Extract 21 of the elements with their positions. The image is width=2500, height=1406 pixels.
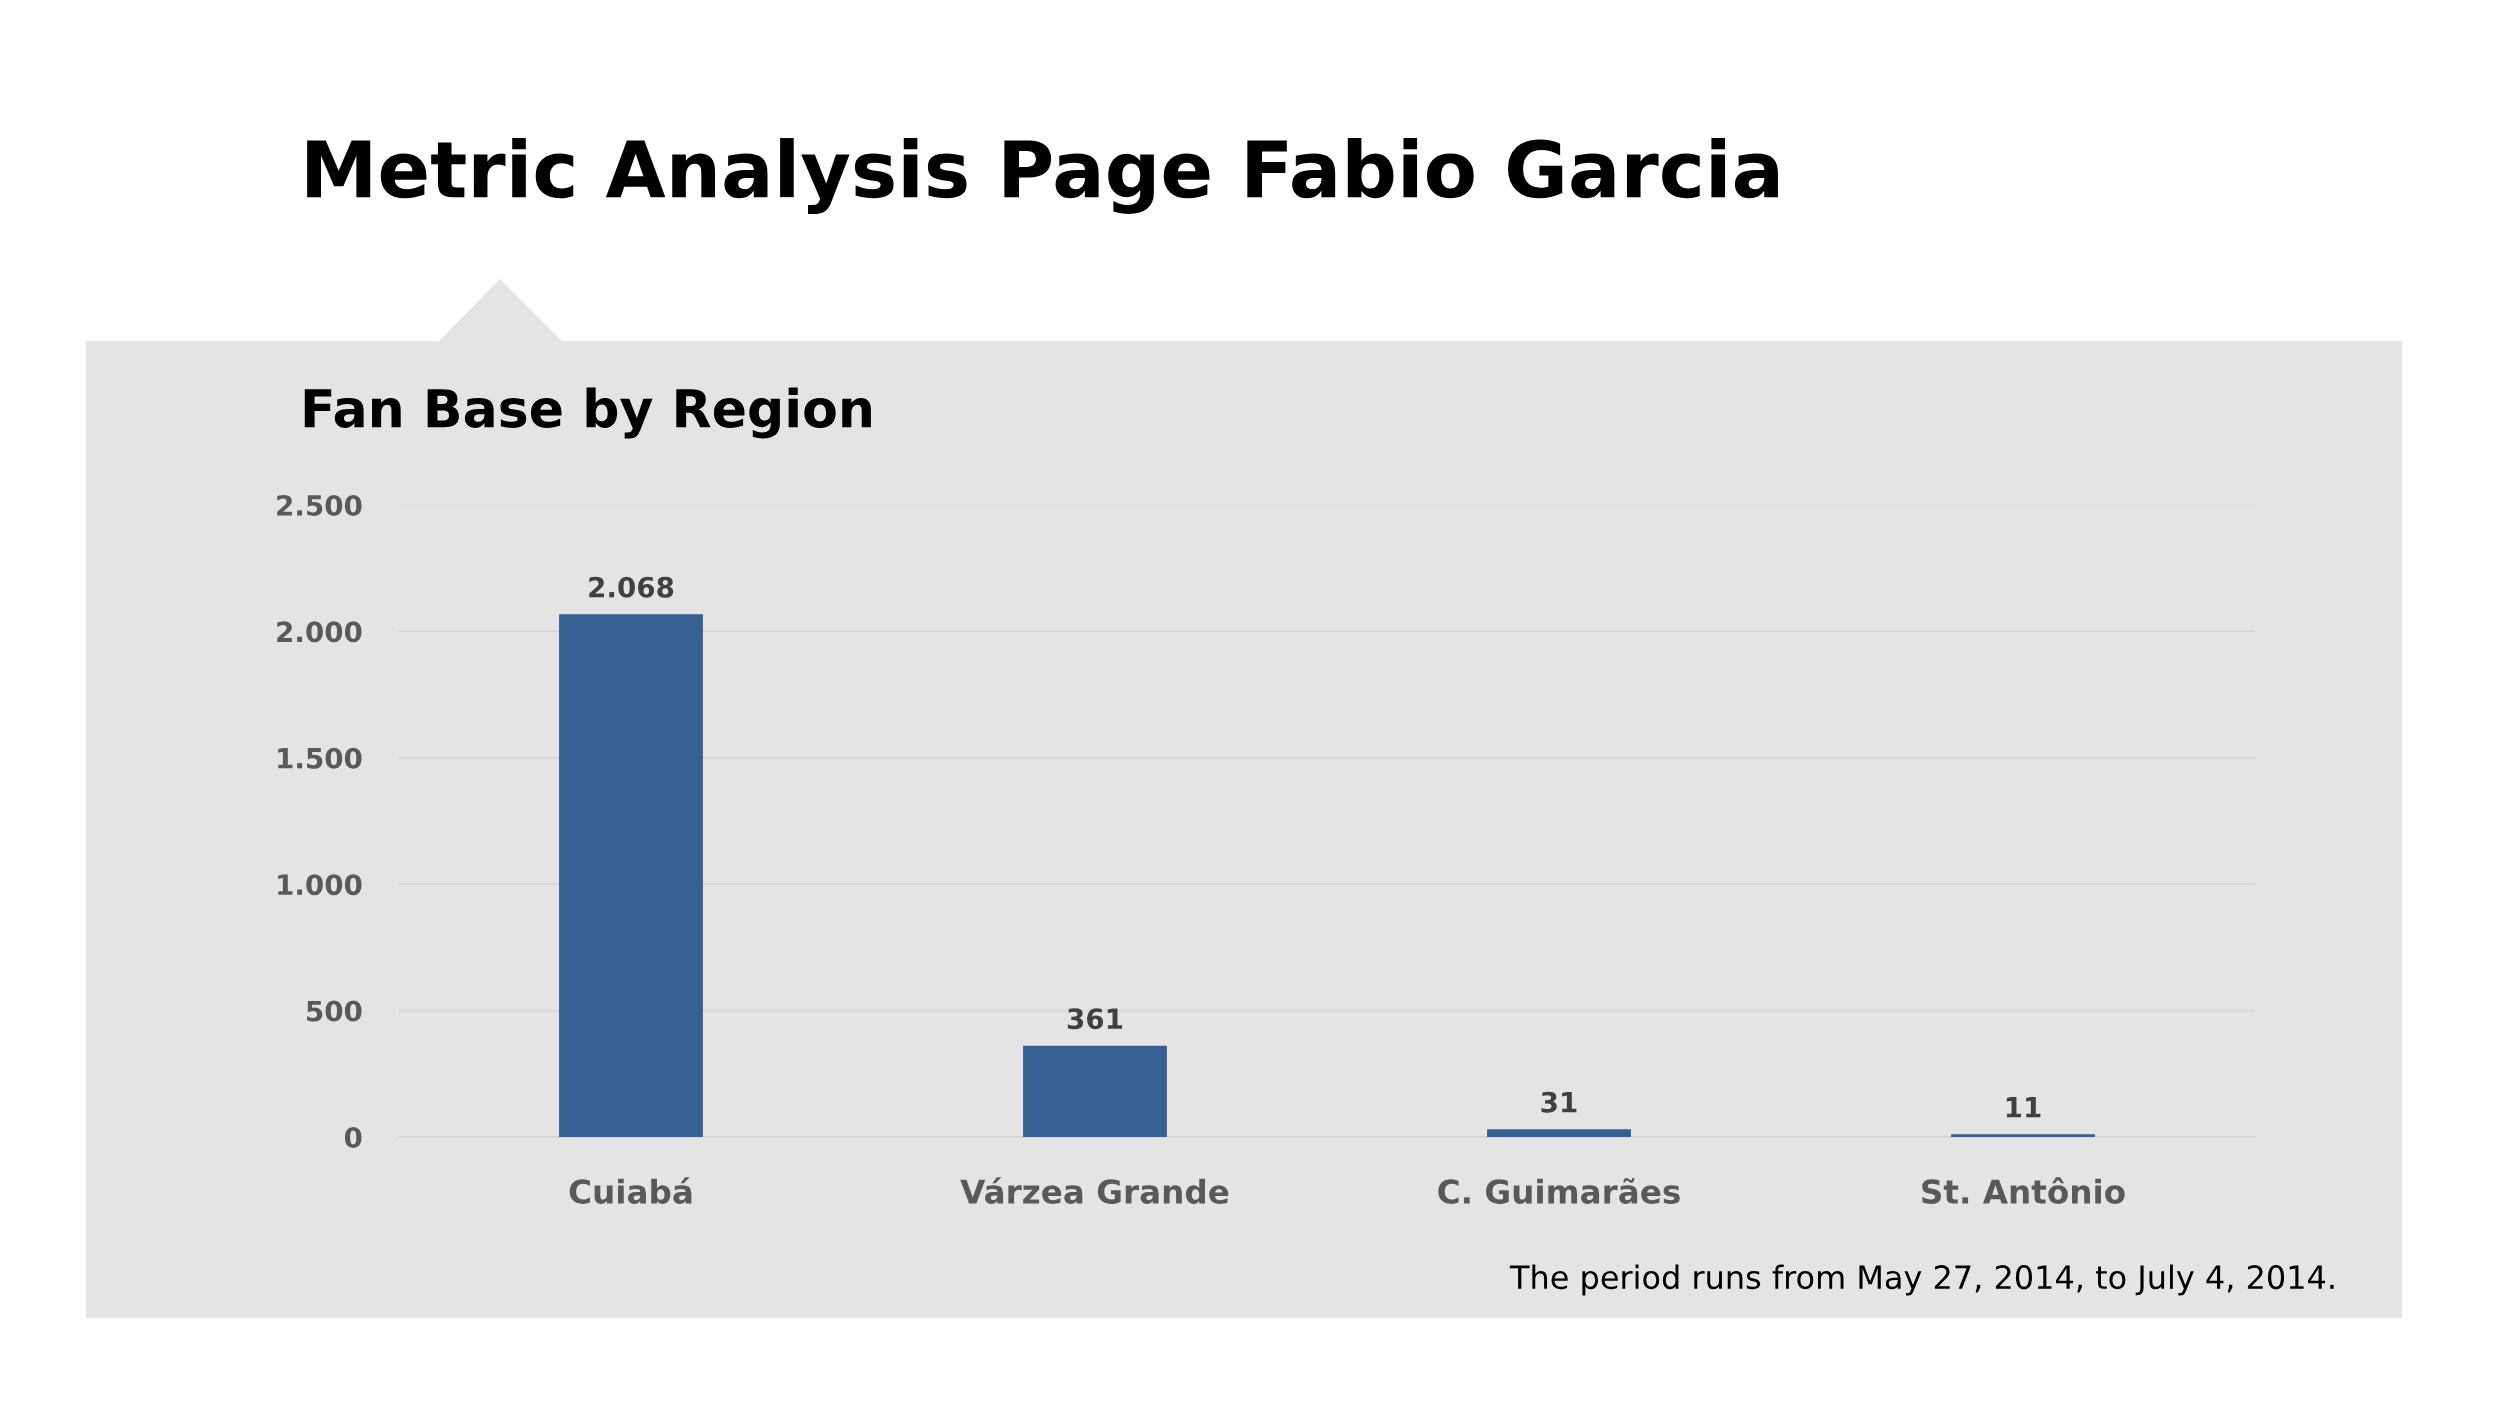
x-tick-label: St. Antônio (1922, 1177, 2125, 1204)
x-tick-label: Várzea Grande (960, 1177, 1229, 1204)
x-tick-label: Cuiabá (569, 1177, 692, 1204)
x-tick-label: C. Guimarães (1438, 1178, 1680, 1204)
y-tick-label: 0 (344, 1126, 362, 1148)
y-tick-label: 2.500 (277, 494, 362, 516)
data-label: 11 (2006, 1097, 2041, 1118)
text: The period runs from May 27, 2014, to July 4, 2014. (1509, 1264, 2334, 1296)
bar (1951, 1134, 2095, 1137)
data-label: 31 (1541, 1091, 1577, 1113)
chart-title: Metric Analysis Page Fabio Garcia (307, 138, 1778, 214)
y-tick-label: 2.000 (277, 621, 362, 643)
chart-subtitle: Fan Base by Region (304, 387, 871, 439)
bar (1023, 1045, 1167, 1137)
data-label: 361 (1067, 1008, 1123, 1030)
bar (1487, 1129, 1631, 1137)
data-label: 2.068 (589, 576, 674, 598)
y-tick-label: 1.500 (278, 747, 362, 769)
bar (559, 614, 703, 1137)
y-tick-label: 500 (307, 1000, 362, 1022)
y-tick-label: 1.000 (278, 874, 362, 896)
